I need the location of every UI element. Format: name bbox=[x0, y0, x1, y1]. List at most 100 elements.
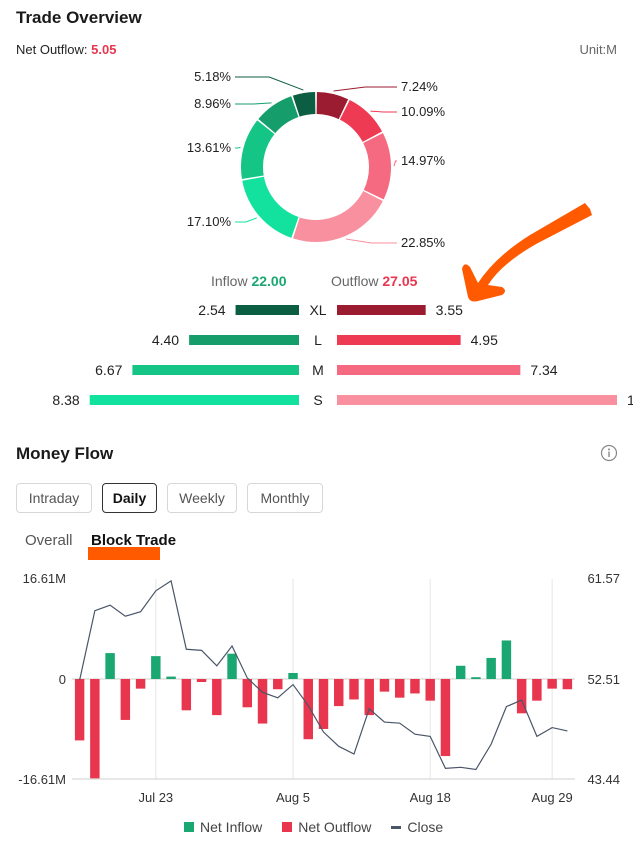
close-swatch bbox=[391, 825, 402, 829]
outflow-bar-xl bbox=[337, 305, 426, 315]
net-outflow-bar bbox=[349, 679, 359, 700]
net-outflow-bar bbox=[532, 679, 542, 701]
net-outflow-summary: Net Outflow: 5.05 bbox=[16, 42, 116, 57]
inflow-bar-xl bbox=[235, 305, 299, 315]
subtab-block-trade[interactable]: Block Trade bbox=[91, 532, 177, 549]
net-outflow-bar bbox=[303, 679, 313, 740]
net-outflow-bar bbox=[562, 679, 573, 690]
donut-slice bbox=[316, 92, 349, 120]
donut-slice bbox=[293, 191, 383, 243]
donut-leader-line bbox=[235, 146, 241, 149]
tab-weekly[interactable]: Weekly bbox=[167, 483, 237, 513]
subtab-overall[interactable]: Overall bbox=[25, 532, 73, 549]
tab-intraday[interactable]: Intraday bbox=[16, 483, 92, 513]
net-outflow-bar bbox=[196, 679, 207, 683]
donut-slice-label: 8.96% bbox=[194, 96, 231, 111]
donut-slice bbox=[242, 176, 299, 238]
net-outflow-bar bbox=[410, 679, 420, 694]
net-outflow-bar bbox=[394, 679, 405, 698]
net-inflow-bar bbox=[151, 656, 161, 679]
y-left-tick-label: 0 bbox=[59, 672, 66, 687]
inflow-value-label: 4.40 bbox=[152, 332, 179, 348]
inflow-value: 22.00 bbox=[251, 273, 287, 289]
close-price-line bbox=[79, 579, 568, 771]
legend-net-outflow-label: Net Outflow bbox=[298, 819, 372, 835]
outflow-label: Outflow bbox=[331, 273, 379, 289]
outflow-bar-l bbox=[337, 335, 461, 345]
tab-monthly[interactable]: Monthly bbox=[247, 483, 323, 513]
donut-leader-line bbox=[393, 160, 397, 167]
net-outflow-bar bbox=[364, 679, 374, 716]
net-outflow-bar bbox=[547, 679, 557, 689]
net-inflow-swatch bbox=[184, 822, 194, 832]
x-tick-label: Aug 5 bbox=[276, 790, 310, 805]
donut-slice-label: 5.18% bbox=[194, 69, 231, 84]
inflow-bar-s bbox=[89, 395, 299, 405]
donut-slice bbox=[363, 133, 392, 200]
net-inflow-bar bbox=[288, 672, 298, 679]
outflow-value: 27.05 bbox=[382, 273, 418, 289]
legend-close[interactable]: Close bbox=[391, 819, 443, 835]
y-right-tick-label: 43.44 bbox=[587, 772, 620, 787]
outflow-bar-m bbox=[337, 365, 521, 375]
legend-net-inflow[interactable]: Net Inflow bbox=[184, 819, 262, 835]
net-outflow-bar bbox=[74, 679, 85, 741]
net-outflow-bar bbox=[120, 679, 131, 720]
money-flow-chart: 16.61M 0 -16.61M 61.57 52.51 43.44 Jul 23 Aug 5… bbox=[18, 571, 620, 805]
legend-close-label: Close bbox=[407, 819, 444, 835]
net-inflow-bar bbox=[471, 677, 481, 679]
y-right-tick-label: 61.57 bbox=[587, 571, 620, 586]
unit-label: Unit:M bbox=[579, 42, 617, 57]
net-outflow-bar bbox=[318, 679, 329, 729]
highlight-annotation bbox=[88, 547, 160, 560]
net-inflow-bar bbox=[486, 657, 496, 679]
donut-leader-line bbox=[333, 86, 397, 92]
outflow-bar-s bbox=[337, 395, 617, 405]
inflow-label: Inflow bbox=[211, 273, 248, 289]
donut-slice-label: 22.85% bbox=[401, 235, 446, 250]
inflow-bar-m bbox=[132, 365, 299, 375]
net-outflow-value: 5.05 bbox=[91, 42, 117, 57]
donut-slice-label: 10.09% bbox=[401, 104, 446, 119]
size-label: XL bbox=[309, 302, 326, 318]
net-inflow-bar bbox=[166, 676, 176, 679]
legend-net-outflow[interactable]: Net Outflow bbox=[282, 819, 371, 835]
inflow-value-label: 8.38 bbox=[52, 392, 79, 408]
y-left-tick-label: 16.61M bbox=[23, 571, 66, 586]
outflow-value-label: 4.95 bbox=[471, 332, 498, 348]
size-label: L bbox=[314, 332, 322, 348]
money-flow-title: Money Flow bbox=[16, 444, 114, 463]
net-inflow-bar bbox=[455, 665, 466, 679]
size-label: S bbox=[313, 392, 322, 408]
donut-leader-line bbox=[235, 102, 272, 105]
x-tick-label: Jul 23 bbox=[138, 790, 173, 805]
net-inflow-bar bbox=[105, 653, 115, 679]
donut-leader-line bbox=[235, 76, 304, 91]
tab-daily[interactable]: Daily bbox=[102, 483, 157, 513]
donut-slice bbox=[241, 120, 275, 180]
outflow-value-label: 11.21 bbox=[627, 392, 633, 408]
net-outflow-bar bbox=[334, 679, 344, 707]
net-outflow-bar bbox=[90, 679, 100, 779]
y-right-tick-label: 52.51 bbox=[587, 672, 620, 687]
donut-slice-label: 7.24% bbox=[401, 79, 438, 94]
donut-slice bbox=[339, 100, 383, 142]
donut-slice-label: 17.10% bbox=[187, 214, 232, 229]
outflow-value-label: 7.34 bbox=[530, 362, 557, 378]
net-inflow-bar bbox=[501, 640, 512, 679]
donut-slice-label: 14.97% bbox=[401, 153, 446, 168]
inflow-value-label: 6.67 bbox=[95, 362, 122, 378]
donut-leader-line bbox=[345, 238, 397, 244]
inflow-value-label: 2.54 bbox=[198, 302, 225, 318]
outflow-value-label: 3.55 bbox=[436, 302, 463, 318]
info-icon[interactable] bbox=[600, 444, 618, 462]
net-outflow-bar bbox=[135, 679, 146, 689]
net-outflow-swatch bbox=[282, 822, 293, 832]
net-outflow-bar bbox=[425, 679, 435, 701]
x-tick-label: Aug 29 bbox=[532, 790, 573, 805]
net-outflow-bar bbox=[212, 679, 222, 716]
order-size-bars: 2.54 XL 3.55 4.40 L 4.95 6.67 M 7.34 8.38 S 11.21 bbox=[52, 302, 633, 408]
net-outflow-bar bbox=[257, 679, 268, 724]
money-distribution-donut: 7.24% 10.09% 14.97% 22.85% 17.10% 13.61% 8.96%… bbox=[187, 69, 446, 250]
net-inflow-bar bbox=[227, 653, 237, 679]
